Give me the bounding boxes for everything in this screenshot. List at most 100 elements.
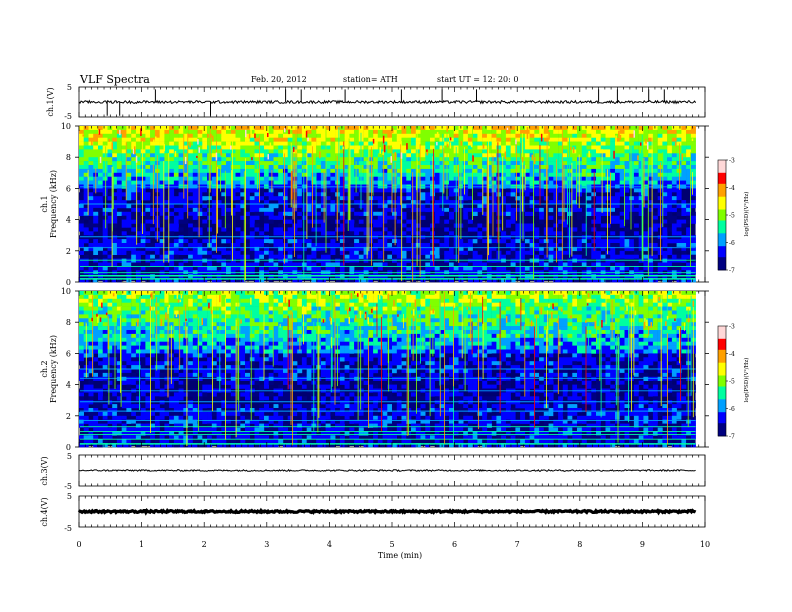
spectrogram-cell xyxy=(264,161,269,166)
spectrogram-cell xyxy=(505,243,511,248)
spectrogram-cell xyxy=(486,133,492,138)
spectrogram-cell xyxy=(463,243,469,248)
spectrogram-cell xyxy=(686,204,692,209)
spectrogram-cell xyxy=(245,200,250,205)
spectrogram-cell xyxy=(387,157,393,162)
spectrogram-cell xyxy=(415,207,421,213)
spectrogram-cell xyxy=(543,153,549,158)
spectrogram-cell xyxy=(83,157,89,162)
spectrogram-cell xyxy=(633,157,639,162)
spectrogram-cell xyxy=(482,129,488,135)
spectrogram-cell xyxy=(79,227,84,232)
spectrogram-cell xyxy=(335,243,341,248)
spectrogram-cell xyxy=(249,262,255,267)
spectrogram-cell xyxy=(349,157,355,162)
spectrogram-cell xyxy=(671,266,677,271)
spectrogram-cell xyxy=(325,176,331,181)
spectrogram-cell xyxy=(192,227,198,232)
spectrogram-cell xyxy=(643,227,649,232)
spectrogram-cell xyxy=(472,207,478,213)
spectrogram-cell xyxy=(377,161,383,166)
spectrogram-cell xyxy=(615,172,620,177)
spectrogram-cell xyxy=(235,235,241,240)
spectrogram-cell xyxy=(79,278,84,283)
spectrogram-cell xyxy=(572,161,578,166)
colorbar-step xyxy=(718,187,726,190)
colorbar-step xyxy=(718,224,726,227)
spectrogram-cell xyxy=(449,172,454,177)
spectrogram-cell xyxy=(98,345,103,350)
spectrogram-cell xyxy=(93,439,99,444)
spectrogram-cell xyxy=(491,165,497,170)
spectrogram-cell xyxy=(254,126,260,131)
spectrogram-cell xyxy=(529,262,535,267)
spectrogram-cell xyxy=(363,157,369,162)
spectrogram-cell xyxy=(126,258,132,263)
spectrogram-cell xyxy=(411,207,416,213)
spectrogram-cell xyxy=(135,180,141,185)
spectrogram-cell xyxy=(539,196,545,201)
spectrogram-cell xyxy=(467,161,473,166)
spectrogram-cell xyxy=(98,376,103,381)
spectrogram-cell xyxy=(463,215,469,220)
spectrogram-cell xyxy=(377,176,383,181)
spectrogram-cell xyxy=(572,278,578,283)
spectrogram-cell xyxy=(107,180,113,185)
spectrogram-cell xyxy=(335,141,341,146)
spectrogram-cell xyxy=(377,192,383,197)
spectrogram-cell xyxy=(169,133,175,138)
spectrogram-hotspot xyxy=(267,154,269,160)
spectrogram-cell xyxy=(268,204,274,209)
spectrogram-cell xyxy=(150,246,156,252)
spectrogram-cell xyxy=(548,188,554,193)
colorbar-step xyxy=(718,259,726,262)
spectrogram-cell xyxy=(211,165,217,170)
spectrogram-cell xyxy=(619,278,625,283)
spectrogram-cell xyxy=(226,278,231,283)
spectrogram-cell xyxy=(524,161,530,166)
spectrogram-cell xyxy=(567,231,573,236)
spectrogram-cell xyxy=(83,192,89,197)
spectrogram-cell xyxy=(553,192,559,197)
spectrogram-cell xyxy=(472,180,478,185)
spectrogram-cell xyxy=(150,153,156,158)
spectrogram-cell xyxy=(240,137,246,142)
spectrogram-cell xyxy=(107,149,113,154)
spectrogram-cell xyxy=(320,137,326,142)
spectrogram-cell xyxy=(306,227,312,232)
spectrogram-cell xyxy=(301,196,307,201)
spectrogram-cell xyxy=(529,129,535,135)
spectrogram-cell xyxy=(690,262,696,267)
spectrogram-cell xyxy=(491,207,497,213)
spectrogram-cell xyxy=(98,239,103,244)
spectrogram-cell xyxy=(178,133,184,138)
spectrogram-cell xyxy=(335,145,341,150)
spectrogram-cell xyxy=(515,235,521,240)
spectrogram-cell xyxy=(681,219,687,224)
spectrogram-cell xyxy=(629,165,635,170)
spectrogram-cell xyxy=(93,223,99,228)
spectrogram-cell xyxy=(102,227,108,232)
spectrogram-cell xyxy=(467,172,473,177)
spectrogram-cell xyxy=(515,157,521,162)
spectrogram-cell xyxy=(567,278,573,283)
spectrogram-cell xyxy=(116,278,122,283)
spectrogram-hotspot xyxy=(531,154,534,161)
spectrogram-cell xyxy=(586,211,592,216)
spectrogram-cell xyxy=(93,239,99,244)
spectrogram-cell xyxy=(615,196,620,201)
spectrogram-cell xyxy=(240,149,246,154)
spectrogram-cell xyxy=(320,227,326,232)
spectrogram-cell xyxy=(558,231,564,236)
spectrogram-cell xyxy=(240,266,246,271)
spectrogram-cell xyxy=(686,165,692,170)
spectrogram-cell xyxy=(268,266,274,271)
spectrogram-cell xyxy=(463,207,469,213)
spectrogram-cell xyxy=(463,235,469,240)
spectrogram-cell xyxy=(624,141,630,146)
spectrogram-cell xyxy=(320,246,326,252)
spectrogram-cell xyxy=(477,168,483,174)
spectrogram-cell xyxy=(510,192,516,197)
spectrogram-hotspot xyxy=(460,140,463,146)
